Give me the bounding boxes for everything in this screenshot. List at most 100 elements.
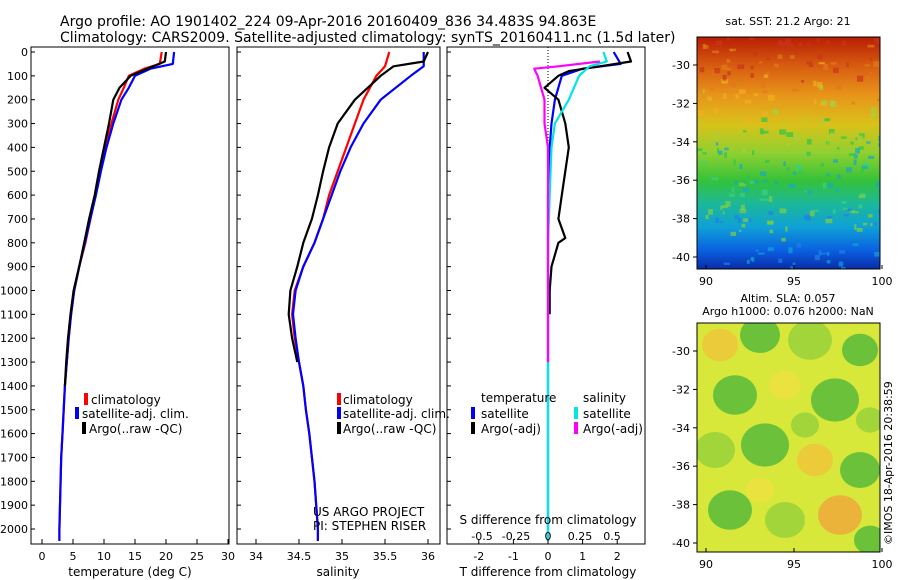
sst-speckle — [743, 218, 749, 222]
sst-speckle — [730, 231, 736, 236]
sst-speckle — [715, 217, 720, 223]
map-x-tick-label: 100 — [872, 558, 893, 571]
sst-speckle — [837, 174, 841, 179]
sst-speckle — [750, 73, 754, 78]
sst-speckle — [785, 39, 792, 44]
sst-speckle — [806, 139, 812, 145]
sla-anomaly-blob — [697, 432, 735, 468]
sst-speckle — [739, 89, 746, 94]
sst-speckle — [786, 167, 790, 171]
series-line-salinity-satellite — [546, 51, 608, 541]
sst-speckle — [865, 75, 870, 80]
s-difference-tick-label: 0.5 — [603, 530, 621, 543]
sst-speckle — [801, 80, 805, 83]
sst-speckle — [697, 148, 703, 152]
sst-speckle — [700, 161, 707, 165]
sst-speckle — [763, 179, 768, 183]
sst-speckle — [835, 188, 839, 193]
sst-speckle — [735, 94, 739, 99]
legend-label-climatology: climatology — [343, 393, 413, 407]
sla-anomaly-blob — [840, 452, 880, 488]
sst-speckle — [757, 252, 765, 255]
sst-speckle — [857, 75, 864, 82]
sst-speckle — [855, 147, 860, 154]
sst-speckle — [846, 62, 849, 68]
sst-speckle — [744, 99, 752, 104]
sst-speckle — [767, 247, 774, 251]
sst-speckle — [734, 215, 740, 220]
sla-anomaly-blob — [854, 525, 880, 552]
legend-label-sal-satellite: satellite — [583, 407, 631, 421]
sst-speckle — [774, 181, 779, 185]
sst-speckle — [842, 40, 847, 46]
sst-speckle — [836, 85, 842, 90]
sst-speckle — [808, 64, 814, 67]
sst-speckle — [729, 81, 737, 88]
sst-speckle — [821, 100, 828, 105]
sst-speckle — [820, 163, 824, 167]
map-y-tick-label: -40 — [672, 251, 690, 264]
sst-speckle — [855, 137, 858, 141]
sst-speckle — [740, 192, 745, 197]
map-y-tick-label: -38 — [672, 499, 690, 512]
sst-speckle — [840, 136, 847, 139]
sst-speckle — [851, 101, 856, 105]
temperature-tick-label: 20 — [159, 550, 173, 563]
sst-speckle — [759, 198, 766, 201]
sst-speckle — [746, 174, 750, 180]
sla-anomaly-blob — [708, 490, 752, 530]
salinity-x-axis: 34 34.5 35 35.5 36 — [249, 539, 435, 563]
sst-speckle — [792, 171, 797, 175]
sst-speckle — [832, 209, 836, 214]
sst-speckle — [870, 107, 876, 113]
sst-speckle — [878, 142, 880, 147]
sst-speckle — [813, 209, 820, 212]
sst-speckle — [768, 211, 774, 215]
legend-label-temp-satellite: satellite — [481, 407, 529, 421]
map-x-tick-label: 100 — [872, 275, 893, 288]
depth-tick-label: 1800 — [0, 475, 28, 488]
depth-tick-label: 800 — [7, 237, 28, 250]
sst-speckle — [710, 88, 715, 91]
legend-swatch-temp-satellite — [471, 407, 475, 419]
sst-speckle — [788, 183, 796, 188]
temperature-panel: 0100200300400500600700800900100011001200… — [0, 46, 451, 579]
t-difference-tick-label: 1 — [579, 550, 586, 563]
sst-speckle — [826, 173, 830, 177]
sst-speckle — [750, 180, 755, 184]
sst-speckle — [806, 61, 813, 65]
sst-speckle — [722, 211, 725, 215]
sst-speckle — [763, 74, 769, 78]
sst-speckle — [838, 261, 844, 267]
sst-speckle — [856, 135, 863, 139]
depth-tick-label: 200 — [7, 94, 28, 107]
sst-speckle — [749, 218, 752, 223]
t-difference-tick-label: 0 — [545, 550, 552, 563]
sst-speckle — [779, 208, 787, 214]
sst-speckle — [869, 57, 872, 61]
series-line-satellite-adj-clim- — [58, 51, 176, 541]
sst-speckle — [719, 221, 724, 224]
map-y-tick-label: -34 — [672, 136, 690, 149]
sst-speckle — [849, 210, 855, 213]
imos-timestamp: ©IMOS 18-Apr-2016 20:38:59 — [882, 381, 895, 545]
sst-map-panel: sat. SST: 21.2 Argo: 21 90 95 100 -30 -32 -34… — [672, 15, 892, 288]
sst-speckle — [734, 180, 738, 185]
temperature-tick-label: 0 — [39, 550, 46, 563]
sst-speckle — [762, 130, 769, 134]
sst-speckle — [837, 147, 840, 150]
sst-speckle — [806, 43, 810, 47]
sst-speckle — [722, 74, 727, 81]
depth-tick-label: 1900 — [0, 499, 28, 512]
sst-speckle — [699, 67, 705, 73]
map-y-tick-label: -36 — [672, 174, 690, 187]
sst-speckle — [856, 228, 863, 232]
sla-anomaly-blob — [740, 323, 780, 353]
sst-speckle — [827, 183, 834, 188]
sst-speckle — [873, 38, 879, 42]
sst-speckle — [796, 165, 803, 172]
sla-map-frame — [696, 322, 881, 553]
s-difference-tick-label: 0 — [545, 530, 552, 543]
sst-speckle — [828, 129, 835, 134]
sla-anomaly-blob — [769, 370, 801, 400]
